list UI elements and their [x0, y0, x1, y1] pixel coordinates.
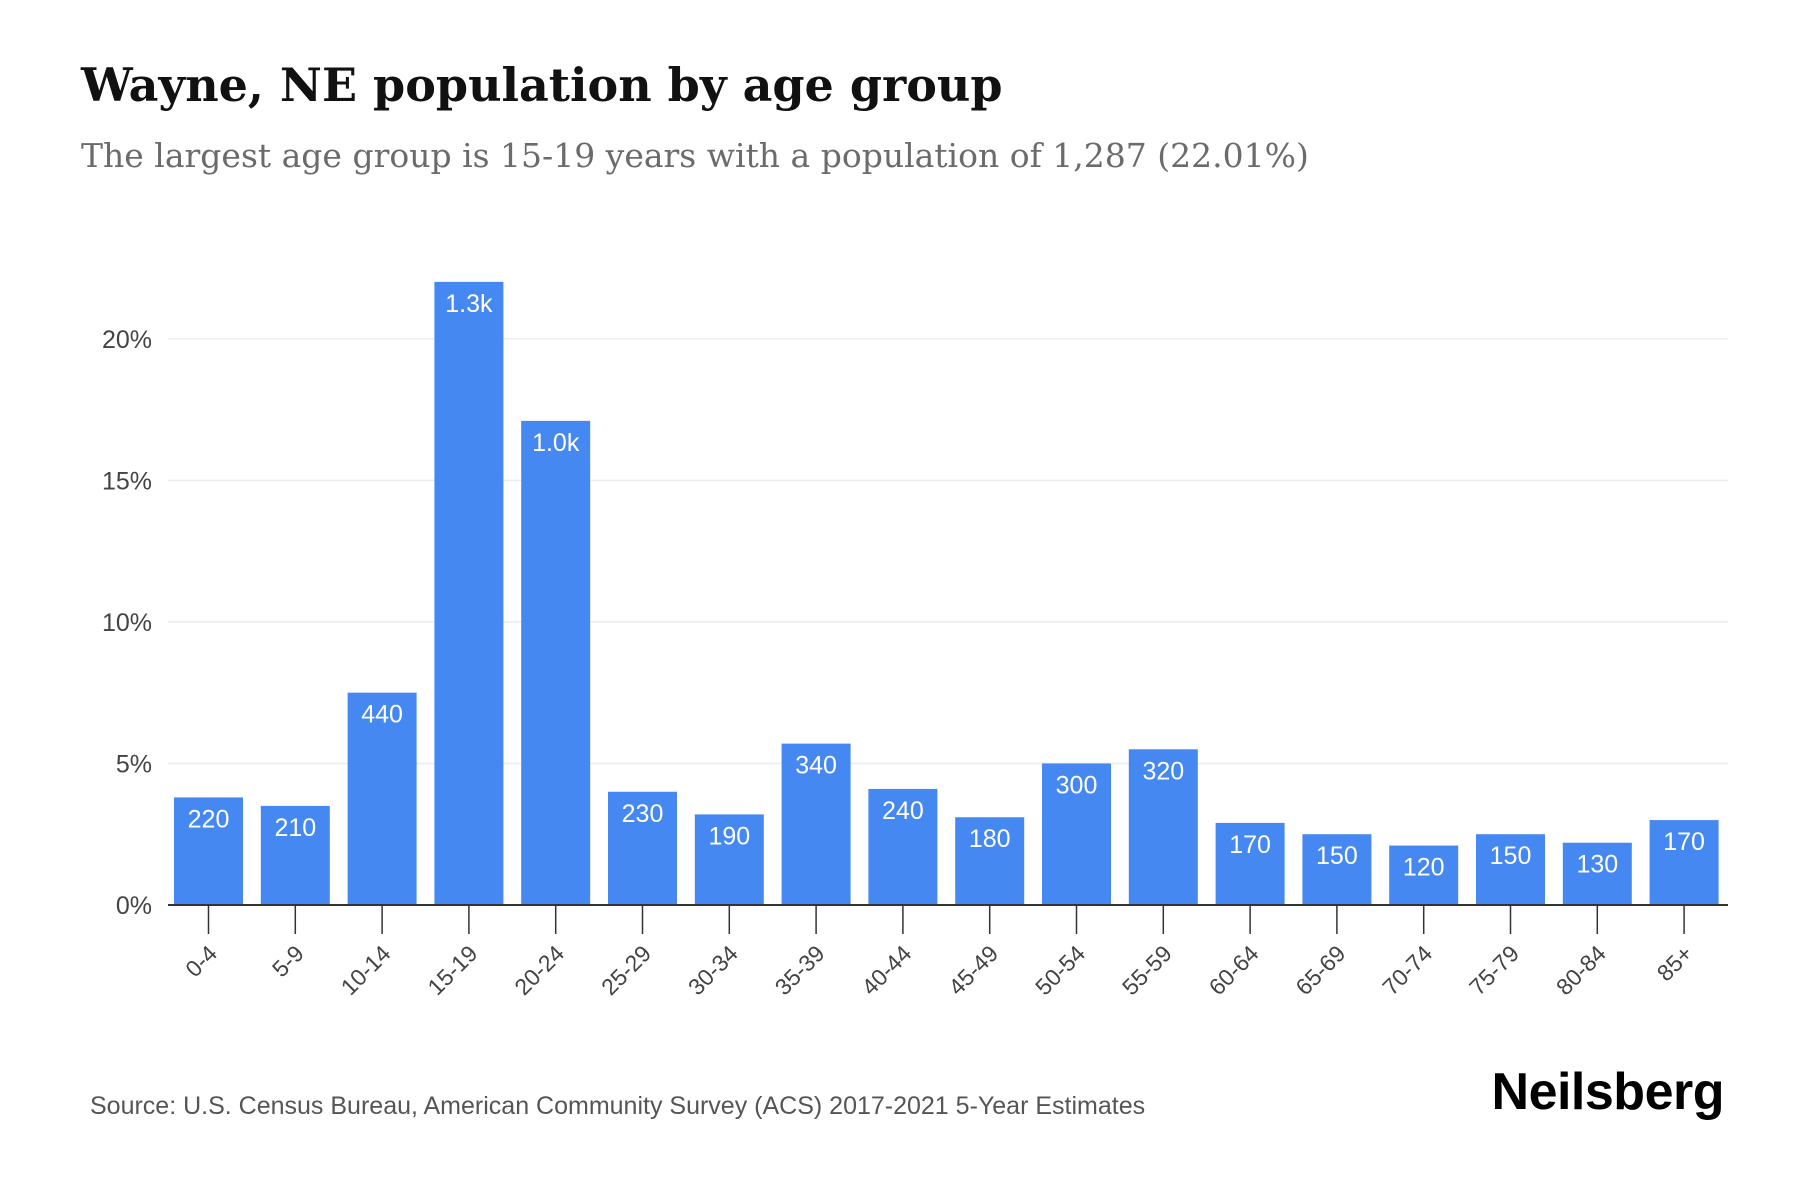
- y-tick-label: 0%: [116, 892, 152, 920]
- y-tick-label: 15%: [102, 467, 152, 495]
- gridlines: [168, 338, 1728, 765]
- bar-value-label: 230: [622, 800, 664, 828]
- bar-value-label: 170: [1229, 831, 1271, 859]
- chart-subtitle: The largest age group is 15-19 years wit…: [81, 136, 1309, 175]
- x-tick-label: 10-14: [336, 940, 396, 1000]
- bar-20-24: [521, 420, 591, 905]
- bar-value-label: 1.0k: [532, 429, 580, 457]
- y-axis-ticks: 0% 5% 10% 15% 20%: [102, 326, 152, 920]
- bar-value-label: 240: [882, 797, 924, 825]
- chart-title: Wayne, NE population by age group: [81, 58, 1003, 112]
- bar-0-4: [174, 797, 243, 905]
- bar-55-59: [1128, 749, 1198, 905]
- bar-85+: [1649, 820, 1719, 905]
- bar-value-label: 170: [1663, 828, 1705, 856]
- bar-65-69: [1302, 834, 1372, 905]
- bar-30-34: [694, 814, 764, 905]
- bar-value-label: 440: [361, 701, 403, 729]
- x-tick-label: 60-64: [1204, 940, 1264, 1000]
- bar-value-label: 210: [274, 814, 316, 842]
- x-tick-label: 35-39: [770, 940, 830, 1000]
- bar-40-44: [868, 788, 938, 905]
- bar-50-54: [1042, 763, 1111, 905]
- x-tick-label: 80-84: [1551, 940, 1611, 1000]
- x-tick-label: 75-79: [1464, 940, 1524, 1000]
- bar-80-84: [1562, 842, 1632, 905]
- y-tick-label: 10%: [102, 609, 152, 637]
- bar-value-label: 180: [969, 825, 1011, 853]
- bar-60-64: [1215, 822, 1285, 905]
- bar-value-label: 340: [795, 752, 837, 780]
- bar-value-label: 300: [1056, 771, 1098, 799]
- x-tick-label: 50-54: [1030, 940, 1090, 1000]
- y-tick-label: 5%: [116, 750, 152, 778]
- bar-5-9: [260, 805, 330, 905]
- bar-value-label: 190: [708, 822, 750, 850]
- bar-value-label: 130: [1576, 851, 1618, 879]
- x-tick-label: 5-9: [267, 940, 309, 982]
- x-tick-label: 15-19: [422, 940, 482, 1000]
- x-tick-label: 55-59: [1117, 940, 1177, 1000]
- x-tick-label: 65-69: [1290, 940, 1350, 1000]
- source-note: Source: U.S. Census Bureau, American Com…: [90, 1092, 1146, 1120]
- x-tick-label: 45-49: [943, 940, 1003, 1000]
- bars: [174, 281, 1719, 905]
- x-tick-label: 40-44: [856, 940, 916, 1000]
- bar-value-label: 1.3k: [445, 290, 493, 318]
- bar-35-39: [781, 743, 851, 905]
- bar-10-14: [347, 692, 417, 905]
- bar-45-49: [955, 817, 1025, 905]
- bar-value-labels: 220 210 440 1.3k 1.0k 230 190 340 240 180 300 320 17…: [188, 290, 1705, 882]
- bar-value-label: 220: [188, 805, 230, 833]
- x-tick-label: 25-29: [596, 940, 656, 1000]
- bar-70-74: [1389, 845, 1459, 905]
- x-tick-label: 0-4: [180, 940, 222, 982]
- bar-value-label: 150: [1316, 842, 1358, 870]
- y-tick-label: 20%: [102, 326, 152, 354]
- x-tick-label: 85+: [1652, 940, 1698, 986]
- x-tick-label: 20-24: [509, 940, 569, 1000]
- bar-25-29: [608, 791, 677, 905]
- neilsberg-logo: Neilsberg: [1491, 1063, 1725, 1121]
- bar-15-19: [434, 281, 504, 905]
- x-tick-label: 30-34: [683, 940, 743, 1000]
- bar-75-79: [1476, 834, 1545, 905]
- x-tick-label: 70-74: [1377, 940, 1437, 1000]
- x-axis-ticks: 0-4 5-9 10-14 15-19 20-24 25-29 30-34 35-39 40-4…: [180, 905, 1698, 1000]
- bar-value-label: 120: [1403, 854, 1445, 882]
- bar-value-label: 150: [1490, 842, 1532, 870]
- bar-value-label: 320: [1142, 757, 1184, 785]
